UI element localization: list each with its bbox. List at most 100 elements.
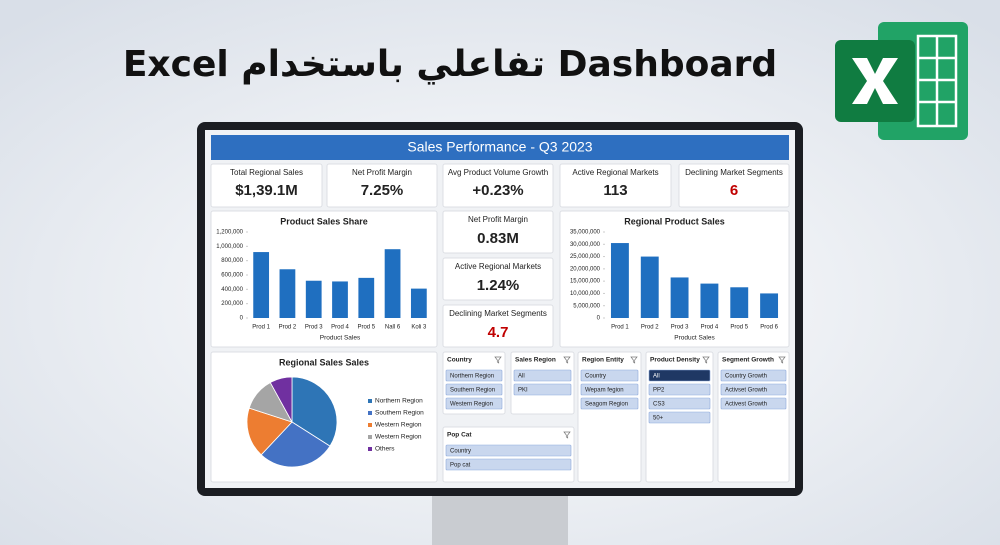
x-tick-label: Prod 3 (671, 325, 689, 331)
kpi-value: 1.24% (477, 277, 520, 294)
bar (253, 252, 270, 318)
legend-swatch (368, 447, 372, 451)
x-tick-label: Nall 6 (385, 325, 401, 331)
pie-slice (246, 407, 293, 456)
kpi-label: Active Regional Markets (572, 168, 658, 177)
x-tick-label: Prod 5 (357, 325, 375, 331)
legend-swatch (368, 423, 372, 427)
pie-slice (269, 376, 293, 423)
slicer-item (445, 397, 503, 410)
kpi-label: Declining Market Segments (685, 168, 783, 177)
legend-swatch (368, 411, 372, 415)
bar (610, 243, 629, 318)
pie-slice (260, 421, 331, 468)
slicer-item-label: Country (450, 449, 471, 455)
chart-title: Regional Product Sales (624, 216, 725, 226)
legend-swatch (368, 435, 372, 439)
slicer-item (720, 383, 787, 396)
bar (305, 280, 322, 318)
legend-label: Northern Region (375, 398, 423, 405)
bar (640, 256, 659, 318)
y-tick-label: 20,000,000 (570, 266, 601, 272)
slicer-item (445, 369, 503, 382)
slicer-item-label: Northern Region (450, 374, 494, 380)
kpi-label: Active Regional Markets (455, 262, 541, 271)
x-tick-label: Prod 3 (305, 325, 323, 331)
kpi-value: +0.23% (472, 182, 523, 199)
slicer-item (580, 369, 639, 382)
title-bar (211, 135, 789, 160)
x-tick-label: Koli 3 (411, 325, 427, 331)
kpi-value: 6 (730, 182, 738, 199)
slicer-item (648, 383, 711, 396)
kpi-value: 7.25% (361, 182, 404, 199)
x-tick-label: Prod 5 (730, 325, 748, 331)
legend-label: Western Region (375, 434, 422, 441)
y-tick-label: 800,000 (221, 258, 243, 264)
slicer-item (580, 397, 639, 410)
slicer-item-label: Wepam fegion (585, 388, 624, 394)
y-tick-label: 10,000,000 (570, 291, 601, 297)
slicer-title: Pop Cat (447, 432, 472, 439)
slicer-item (648, 397, 711, 410)
kpi-label: Avg Product Volume Growth (448, 168, 548, 177)
page-title: Dashboard تفاعلي باستخدام Excel (123, 44, 777, 85)
slicer-item-label: Country Growth (725, 374, 767, 380)
bar (384, 249, 401, 318)
y-tick-label: 1,000,000 (216, 244, 243, 250)
panel (210, 163, 323, 208)
slicer-item (648, 369, 711, 382)
panel (442, 163, 554, 208)
slicer-item (445, 383, 503, 396)
x-tick-label: Prod 4 (701, 325, 719, 331)
slicer-title: Segment Growth (722, 357, 774, 364)
slicer-item-label: Activset Growth (725, 388, 767, 394)
x-tick-label: Prod 2 (641, 325, 659, 331)
panel (210, 210, 438, 348)
bar (332, 281, 348, 318)
slicer-item-label: Southern Region (450, 388, 495, 394)
y-tick-label: 15,000,000 (570, 279, 601, 285)
legend-label: Southern Region (375, 410, 424, 417)
slicer-item (513, 369, 572, 382)
slicer-item-label: PKI (518, 388, 528, 394)
panel (510, 351, 575, 415)
legend-swatch (368, 399, 372, 403)
y-tick-label: 0 (240, 316, 244, 322)
slicer-title: Region Entity (582, 357, 624, 364)
kpi-value: 4.7 (488, 324, 509, 341)
slicer-item (445, 458, 572, 471)
x-tick-label: Prod 6 (760, 325, 778, 331)
slicer-item-label: Pop cat (450, 463, 471, 469)
bar (730, 287, 749, 318)
legend-label: Western Region (375, 422, 422, 429)
bar (410, 288, 427, 318)
x-tick-label: Prod 1 (611, 325, 629, 331)
x-axis-label: Product Sales (320, 335, 361, 342)
slicer-item (513, 383, 572, 396)
panel (559, 163, 672, 208)
kpi-value: 0.83M (477, 230, 519, 247)
y-tick-label: 35,000,000 (570, 230, 601, 236)
bar (760, 293, 779, 318)
filter-icon (494, 356, 502, 364)
slicer-item (720, 369, 787, 382)
bar (700, 283, 719, 318)
y-tick-label: 600,000 (221, 273, 243, 279)
slicer-item-label: Activest Growth (725, 402, 767, 408)
filter-icon (702, 356, 710, 364)
kpi-value: 113 (603, 182, 627, 199)
slicer-item-label: All (653, 374, 660, 380)
slicer-item (720, 397, 787, 410)
slicer-item-label: Country (585, 374, 606, 380)
slicer-item (445, 444, 572, 457)
panel (326, 163, 438, 208)
y-tick-label: 0 (597, 316, 601, 322)
bar (670, 277, 689, 318)
kpi-label: Declining Market Segments (449, 309, 547, 318)
legend-label: Others (375, 446, 395, 453)
bar (358, 277, 375, 318)
slicer-title: Product Density (650, 357, 700, 364)
